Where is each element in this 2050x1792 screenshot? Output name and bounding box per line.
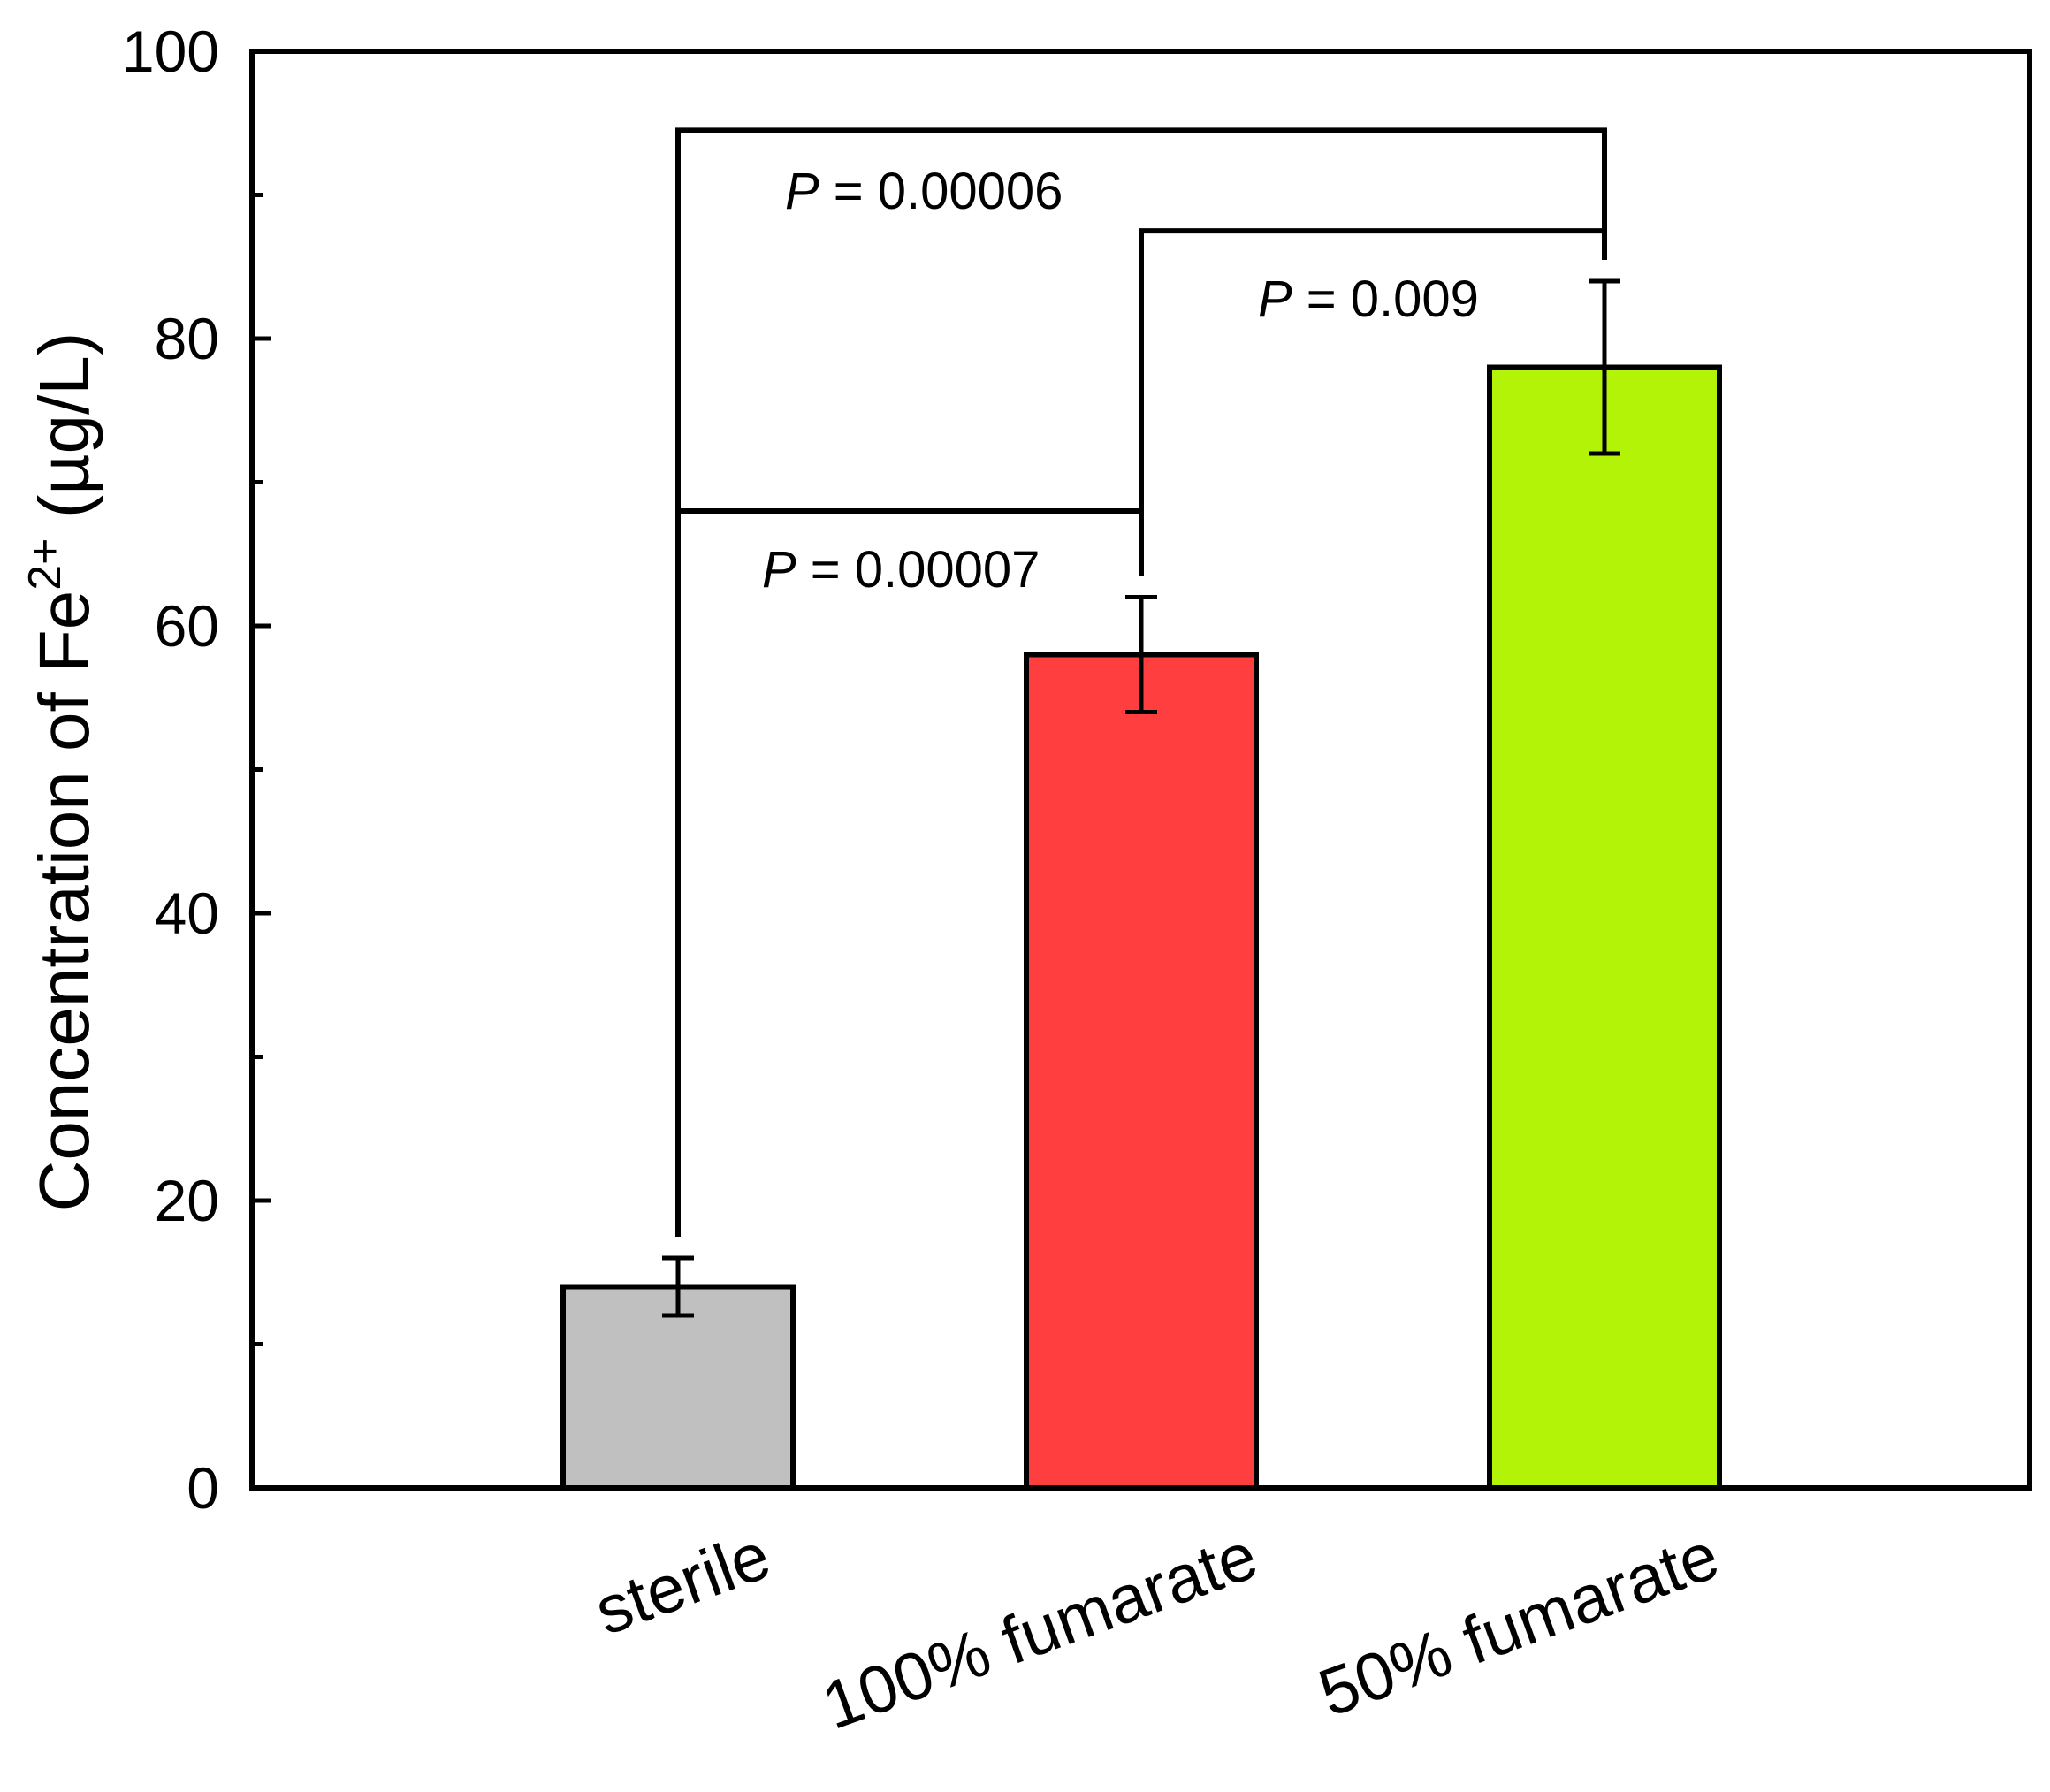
p-symbol: P [785, 163, 819, 220]
y-axis-title-superscript: 2+ [19, 538, 71, 590]
p-value-text: = 0.00006 [819, 163, 1063, 220]
p-symbol: P [762, 541, 796, 599]
y-tick-label-2: 40 [155, 881, 219, 946]
bar-0 [560, 1284, 796, 1491]
p-value-text: = 0.009 [1292, 271, 1479, 328]
p-value-label-0: P = 0.00006 [785, 163, 1063, 220]
p-value-label-2: P = 0.00007 [762, 541, 1040, 599]
bar-2 [1487, 364, 1722, 1491]
y-tick-label-1: 20 [155, 1168, 219, 1233]
p-value-text: = 0.00007 [796, 541, 1040, 599]
y-axis-title: Concentration of Fe2+ (µg/L) [19, 332, 103, 1212]
y-tick-label-0: 0 [187, 1455, 219, 1521]
x-category-label-0: sterile [585, 1518, 780, 1650]
p-symbol: P [1258, 271, 1292, 328]
y-axis-title-unit: (µg/L) [25, 332, 103, 538]
significance-bracket-2 [675, 508, 1144, 1237]
y-tick-label-4: 80 [155, 306, 219, 371]
y-tick-label-3: 60 [155, 593, 219, 659]
p-value-label-1: P = 0.009 [1258, 271, 1479, 328]
x-category-label-2: 50% fumarate [1309, 1518, 1728, 1732]
significance-bracket-1 [1139, 228, 1607, 576]
y-tick-label-5: 100 [122, 19, 219, 84]
bar-1 [1024, 652, 1259, 1491]
y-axis-title-main: Concentration of Fe [25, 591, 103, 1212]
x-category-label-1: 100% fumarate [813, 1518, 1267, 1744]
